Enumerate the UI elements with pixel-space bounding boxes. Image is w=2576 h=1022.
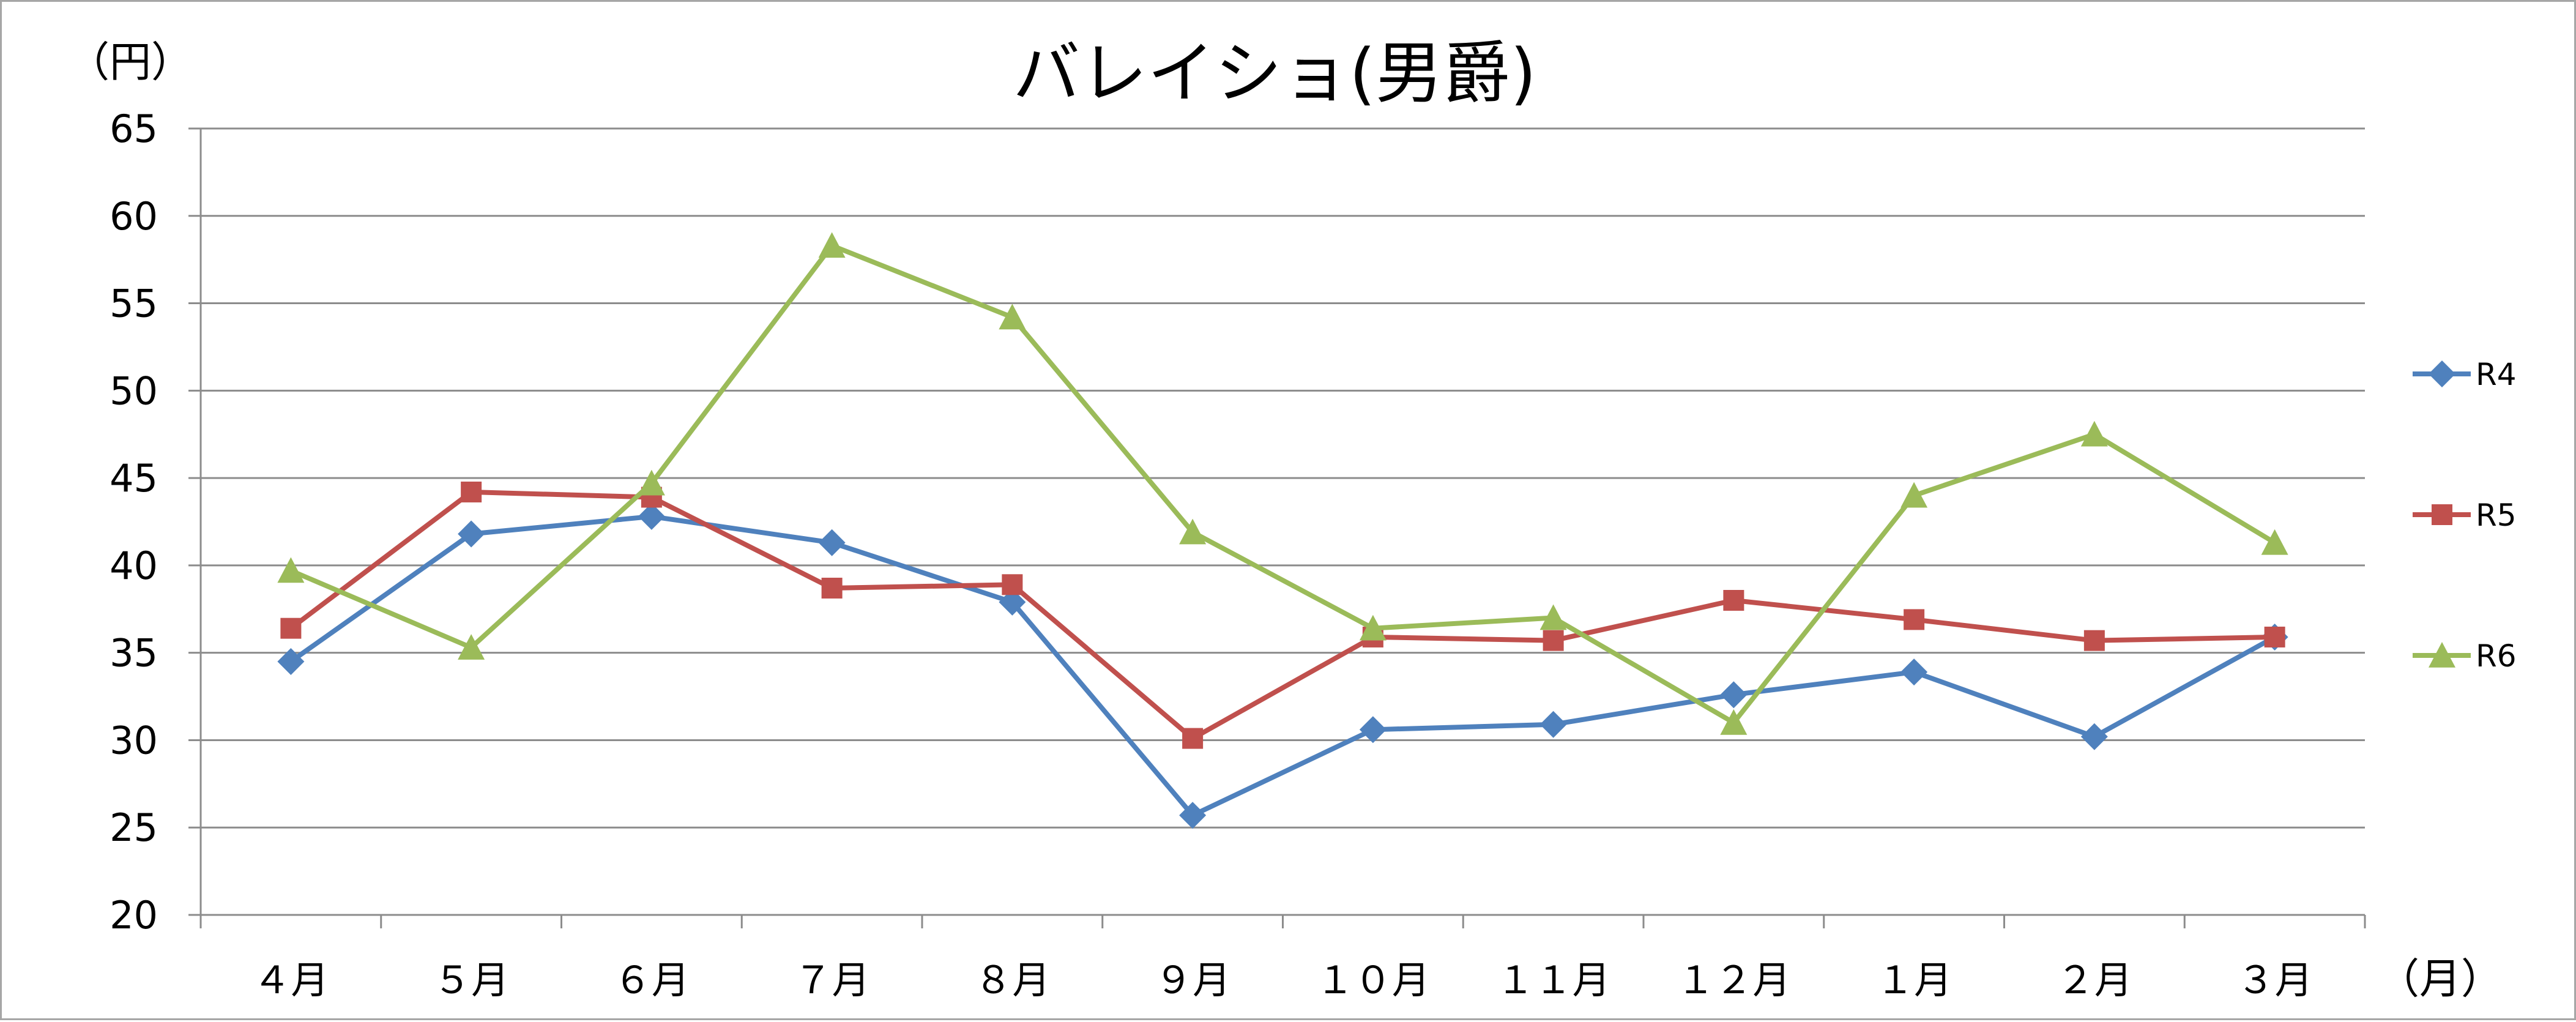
data-point-marker xyxy=(2261,529,2288,555)
legend-label: R4 xyxy=(2476,357,2517,392)
x-tick-label: ３月 xyxy=(2237,958,2313,1002)
x-axis-unit-label: （月） xyxy=(2378,955,2503,1004)
data-point-marker xyxy=(1904,609,1925,630)
data-point-marker xyxy=(638,469,665,496)
data-point-marker xyxy=(1543,630,1564,651)
data-point-marker xyxy=(1723,590,1744,611)
x-tick-label: ４月 xyxy=(253,958,329,1002)
legend-label: R6 xyxy=(2476,638,2517,674)
axes: 20 25 30 35 40 45 50 55 60 65 ４月 ５月 ６月 ７月 ８月 ９月 １０月 １１月 １２… xyxy=(110,106,2366,1002)
data-point-marker xyxy=(1720,681,1748,709)
series-line xyxy=(289,489,2275,741)
y-tick-label: 65 xyxy=(110,106,158,151)
data-point-marker xyxy=(2083,630,2105,651)
data-point-marker xyxy=(1359,614,1387,641)
legend-item-r4: R4 xyxy=(2413,357,2517,392)
x-tick-label: １月 xyxy=(1876,958,1952,1002)
data-point-marker xyxy=(1182,728,1204,749)
legend-item-r5: R5 xyxy=(2413,498,2517,533)
data-point-marker xyxy=(458,634,485,660)
data-point-marker xyxy=(458,520,485,548)
data-point-marker xyxy=(2080,723,2108,750)
y-tick-label: 20 xyxy=(110,893,158,938)
data-point-marker xyxy=(1179,802,1207,829)
y-tick-label: 40 xyxy=(110,543,158,588)
data-point-marker xyxy=(1539,711,1567,738)
x-tick-label: ７月 xyxy=(794,958,870,1002)
y-tick-label: 35 xyxy=(110,631,158,676)
data-point-marker xyxy=(821,578,843,599)
data-point-marker xyxy=(638,502,665,530)
y-tick-label: 30 xyxy=(110,718,158,763)
data-point-marker xyxy=(1179,518,1207,545)
data-point-marker xyxy=(2264,626,2285,647)
y-tick-label: 25 xyxy=(110,805,158,850)
data-point-marker xyxy=(1002,574,1023,595)
data-point-marker xyxy=(461,481,482,502)
data-point-marker xyxy=(277,647,305,675)
data-point-marker xyxy=(2080,420,2108,447)
series-r6 xyxy=(277,232,2288,735)
data-point-marker xyxy=(277,557,305,583)
data-point-marker xyxy=(999,588,1026,616)
data-point-marker xyxy=(1720,709,1748,735)
series-line xyxy=(289,243,2276,725)
x-tick-label: ９月 xyxy=(1155,958,1230,1002)
x-tick-label: ２月 xyxy=(2057,958,2132,1002)
data-point-marker xyxy=(818,232,846,258)
y-tick-label: 50 xyxy=(110,368,158,413)
data-point-marker xyxy=(280,617,302,639)
x-tick-label: １１月 xyxy=(1497,958,1610,1002)
legend-label: R5 xyxy=(2476,498,2517,533)
data-point-marker xyxy=(1900,658,1928,686)
y-tick-label: 45 xyxy=(110,456,158,501)
data-point-marker xyxy=(1539,604,1567,630)
y-tick-label: 55 xyxy=(110,282,158,326)
x-tick-label: １０月 xyxy=(1316,958,1430,1002)
data-point-marker xyxy=(818,529,846,556)
gridlines xyxy=(201,127,2365,829)
chart-title: バレイショ(男爵) xyxy=(1013,34,1536,113)
legend: R4 R5 R6 xyxy=(2413,357,2517,674)
x-tick-label: ８月 xyxy=(974,958,1050,1002)
y-axis-unit-label: （円） xyxy=(68,39,193,87)
legend-item-r6: R6 xyxy=(2413,638,2517,674)
series-layer xyxy=(277,232,2288,829)
data-point-marker xyxy=(2432,504,2452,525)
x-tick-label: ５月 xyxy=(433,958,509,1002)
data-point-marker xyxy=(2429,360,2455,387)
data-point-marker xyxy=(999,304,1026,330)
data-point-marker xyxy=(1900,482,1928,508)
y-tick-label: 60 xyxy=(110,194,158,239)
data-point-marker xyxy=(1359,716,1387,744)
x-tick-label: １２月 xyxy=(1677,958,1790,1002)
series-line xyxy=(289,513,2276,818)
x-tick-label: ６月 xyxy=(614,958,690,1002)
data-point-marker xyxy=(2429,642,2455,668)
